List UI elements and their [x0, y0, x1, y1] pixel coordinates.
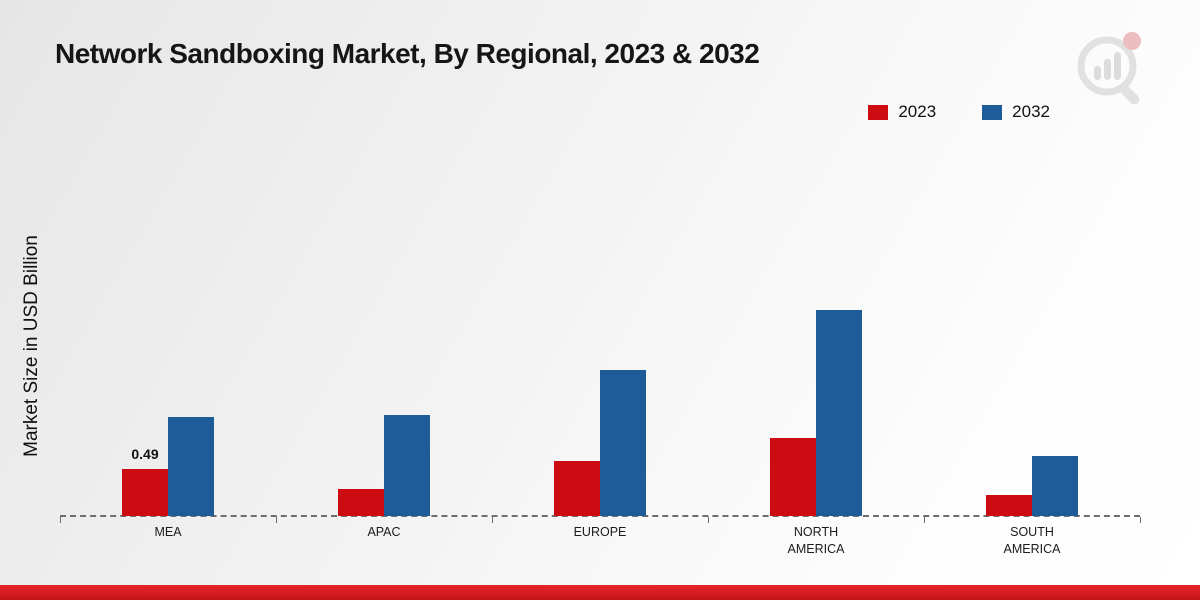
chart-title: Network Sandboxing Market, By Regional, … — [55, 38, 760, 69]
axis-tick — [708, 517, 709, 523]
bar-2023-south-america — [986, 494, 1032, 516]
bar-2023-europe — [554, 461, 600, 516]
bar-group-europe — [492, 286, 708, 516]
category-label-south-america: SOUTH AMERICA — [1003, 525, 1061, 556]
category-labels: MEA APAC EUROPE NORTH AMERICA SOUTH AMERICA — [60, 524, 1140, 558]
legend-swatch-2032 — [982, 104, 1003, 120]
x-axis-baseline — [60, 515, 1140, 517]
bar-group-mea: 0.49 — [60, 286, 276, 516]
bar-2032-apac — [384, 415, 430, 516]
bar-2032-mea — [168, 417, 214, 516]
bar-group-north-america — [708, 286, 924, 516]
legend-label-2032: 2032 — [1012, 102, 1050, 121]
legend-swatch-2023 — [868, 104, 889, 120]
axis-tick — [924, 517, 925, 523]
bar-2023-north-america — [770, 438, 816, 516]
plot-area: 0.49 — [60, 286, 1141, 523]
axis-tick — [1140, 517, 1141, 523]
bar-value-label-mea-2023: 0.49 — [131, 446, 159, 462]
bar-2023-mea: 0.49 — [122, 446, 168, 516]
axis-tick — [276, 517, 277, 523]
legend-item-2032: 2032 — [982, 102, 1050, 122]
brand-logo — [1072, 28, 1152, 108]
legend-item-2023: 2023 — [868, 102, 936, 122]
magnifier-bar-chart-icon — [1077, 32, 1141, 105]
category-label-north-america: NORTH AMERICA — [787, 525, 845, 556]
category-cell-apac: APAC — [276, 524, 492, 558]
category-cell-south-america: SOUTH AMERICA — [924, 524, 1140, 558]
category-cell-north-america: NORTH AMERICA — [708, 524, 924, 558]
bar-2023-apac — [338, 489, 384, 516]
bar-2032-south-america — [1032, 455, 1078, 516]
bar-2032-north-america — [816, 310, 862, 516]
category-label-europe: EUROPE — [573, 525, 627, 539]
category-label-apac: APAC — [367, 525, 401, 539]
bar-2032-europe — [600, 370, 646, 516]
bottom-red-strip — [0, 585, 1200, 600]
axis-tick — [492, 517, 493, 523]
legend: 2023 2032 — [868, 102, 1050, 122]
category-cell-europe: EUROPE — [492, 524, 708, 558]
category-cell-mea: MEA — [60, 524, 276, 558]
legend-label-2023: 2023 — [898, 102, 937, 121]
axis-tick — [60, 517, 61, 523]
category-label-mea: MEA — [154, 525, 182, 539]
bar-group-south-america — [924, 286, 1140, 516]
bar-group-apac — [276, 286, 492, 516]
y-axis-label: Market Size in USD Billion — [21, 235, 42, 457]
